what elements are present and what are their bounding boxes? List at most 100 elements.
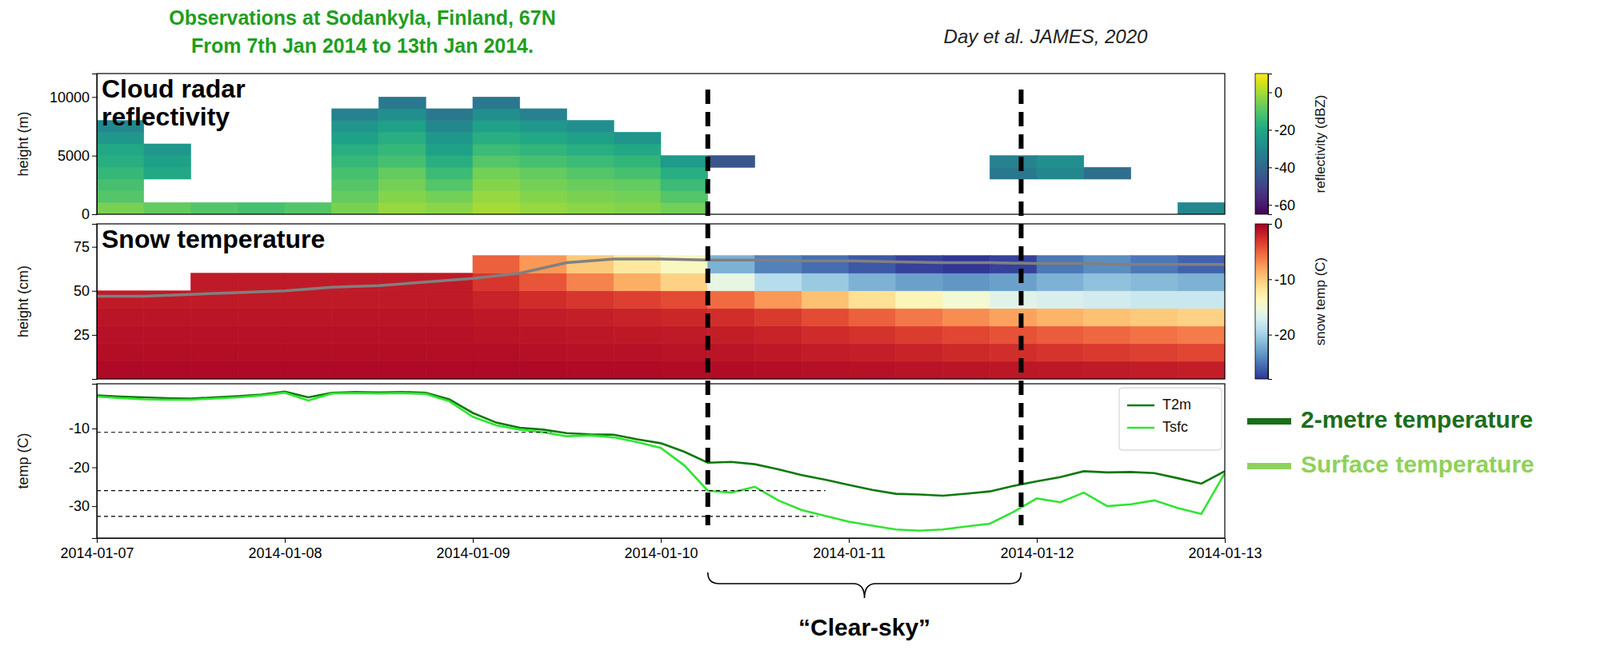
tick-mark [1268,335,1272,336]
heatmap-cell [332,291,380,309]
heatmap-cell [520,120,568,133]
heatmap-cell [96,326,144,344]
heatmap-cell [613,273,661,292]
bracket [708,572,1022,599]
heatmap-cell [284,202,332,215]
colorbar [1255,224,1268,380]
heatmap-cell [708,326,756,344]
plot-area [96,256,1225,380]
text-line: Snow temperature [101,224,325,254]
heatmap-cell [943,308,991,327]
heatmap-cell [660,156,708,168]
heatmap-cell [1084,308,1132,327]
tick-label: 2014-01-13 [1188,545,1262,562]
y-axis: -10-20-30 [68,384,98,540]
heatmap-cell [472,256,520,274]
heatmap-cell [379,344,427,362]
heatmap-cell [943,256,991,274]
heatmap-cell [1177,344,1225,362]
plot-frame [96,384,1225,539]
y-axis: 255075 [73,224,98,380]
heatmap-cell [284,291,332,309]
side-legend-label: Surface temperature [1300,451,1535,478]
heatmap-cell [379,202,427,215]
heatmap-cell [379,326,427,344]
legend: T2mTsfc [1119,388,1222,451]
x-axis: 2014-01-072014-01-082014-01-092014-01-10… [60,538,1262,562]
heatmap-cell [191,273,239,292]
heatmap-cell [943,344,991,362]
y-axis: 0500010000 [49,74,98,224]
reference-line [96,490,826,492]
tick: -20 [1268,122,1296,139]
heatmap-cell [1084,273,1132,292]
heatmap-cell [425,120,473,133]
tick: 0 [81,206,97,223]
tick: 10000 [49,89,97,106]
heatmap-cell [520,344,568,362]
heatmap-cell [379,191,427,204]
heatmap-cell [237,344,285,362]
heatmap-cell [472,361,520,380]
heatmap-cell [191,361,239,380]
plot-area [96,96,1225,215]
heatmap-cell [1131,361,1179,380]
tick-label: 10000 [49,89,90,106]
heatmap-cell [144,144,192,156]
heatmap-cell [332,191,380,204]
heatmap-cell [660,273,708,292]
heatmap-cell [1036,291,1084,309]
heatmap-cell [660,179,708,192]
tick: 2014-01-07 [60,538,134,562]
heatmap-cell [755,308,803,327]
heatmap-cell [379,179,427,192]
heatmap-cell [755,361,803,380]
tick-label: 2014-01-08 [248,545,322,562]
heatmap-cell [896,326,944,344]
heatmap-cell [472,308,520,327]
heatmap-cell [848,291,896,309]
heatmap-cell [284,326,332,344]
tick: 0 [1268,216,1283,232]
heatmap-cell [613,179,661,192]
heatmap-cell [1036,167,1084,180]
heatmap-cell [943,273,991,292]
heatmap-cell [708,361,756,380]
heatmap-cell [472,191,520,204]
heatmap-cell [1131,326,1179,344]
heatmap-cell [520,156,568,168]
heatmap-cell [896,273,944,292]
panel-label: Snow temperature [101,224,325,254]
heatmap-cell [237,273,285,292]
heatmap-cell [755,326,803,344]
heatmap-cell [567,308,615,327]
series-line [96,392,1225,532]
heatmap-cell [379,308,427,327]
heatmap-cell [660,291,708,309]
heatmap-cell [520,273,568,292]
heatmap-cell [472,344,520,362]
heatmap-cell [801,361,849,380]
plot-frame [96,224,1225,380]
side-legend-swatch [1247,463,1292,470]
heatmap-cell [379,144,427,156]
subtitle: From 7th Jan 2014 to 13th Jan 2014. [191,34,534,57]
colorbar [1255,73,1268,215]
heatmap-cell [567,132,615,144]
heatmap-cell [896,344,944,362]
heatmap-cell [848,256,896,274]
tick-label: 50 [73,283,90,300]
axis-line [92,74,98,216]
tick: 25 [73,327,97,344]
heatmap-cell [567,256,615,274]
heatmap-cell [943,291,991,309]
heatmap-cell [989,361,1037,380]
heatmap-cell [567,120,615,133]
tick-label: 0 [81,206,90,223]
heatmap-cell [520,202,568,215]
heatmap-cell [1131,308,1179,327]
y-axis-title: height (cm) [15,265,32,338]
tick-mark [1036,538,1038,544]
heatmap-cell [708,156,756,168]
heatmap-cell [96,144,144,156]
